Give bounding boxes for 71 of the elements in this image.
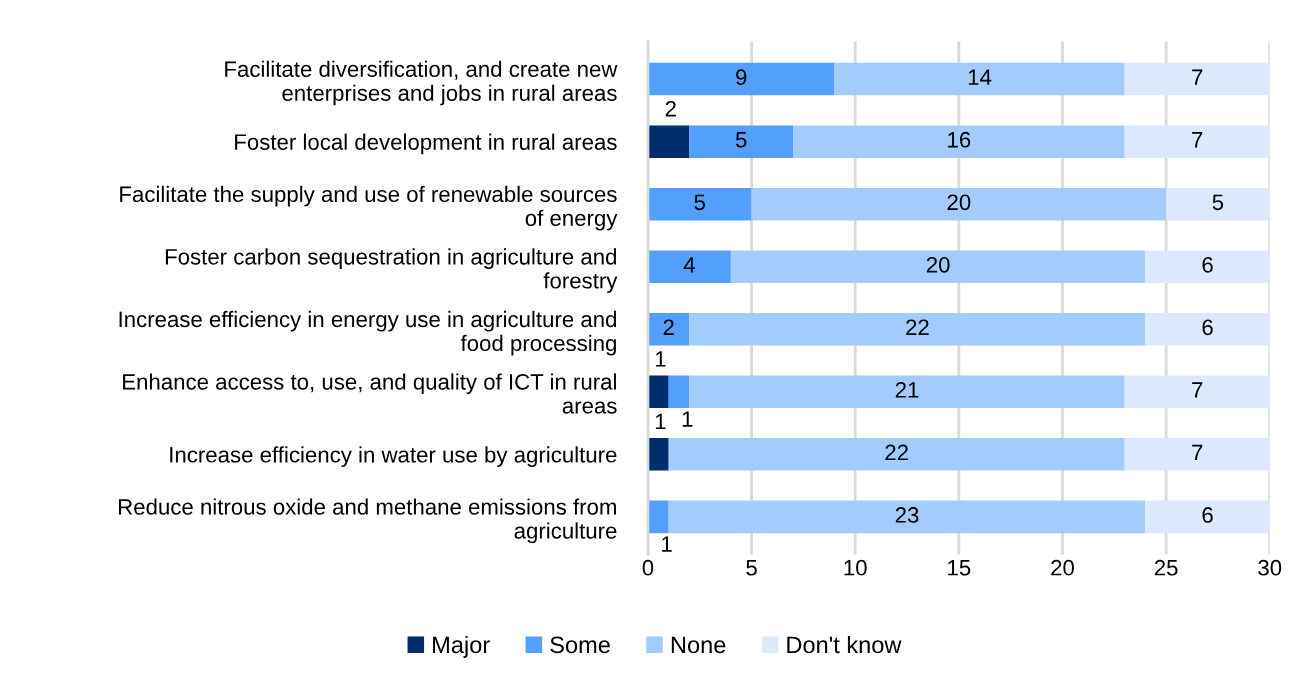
data-label: 5 <box>735 132 747 148</box>
data-label: 6 <box>1202 319 1213 336</box>
y-tick-label: Facilitate diversification, and create new enterprises and jobs in rural areas <box>225 60 618 106</box>
bar <box>793 125 1125 158</box>
y-tick-label: Facilitate the supply and use of renewable sources of energy <box>120 185 618 231</box>
x-tick-label: 0 <box>642 559 654 576</box>
bar <box>1124 438 1270 471</box>
bar <box>668 438 1125 471</box>
bar <box>647 375 669 409</box>
y-tick-label: Increase efficiency in water use by agriculture <box>170 446 617 467</box>
data-label: 22 <box>906 319 929 336</box>
bar <box>647 438 669 471</box>
data-label: 2 <box>665 100 676 117</box>
data-label: 7 <box>1192 444 1203 461</box>
bar <box>668 375 690 409</box>
bar <box>689 313 1146 346</box>
bar <box>689 375 1125 409</box>
bar <box>1166 187 1270 221</box>
bar <box>1124 62 1270 96</box>
data-label: 7 <box>1192 382 1203 398</box>
data-label: 7 <box>1192 69 1203 85</box>
data-label: 1 <box>662 536 672 552</box>
bar <box>647 187 752 221</box>
data-label: 2 <box>663 319 674 336</box>
bar <box>647 125 690 158</box>
data-label: 22 <box>885 444 908 461</box>
data-label: 5 <box>694 194 706 211</box>
bar <box>1145 500 1270 534</box>
data-label: 7 <box>1192 132 1203 148</box>
y-tick-label: Reduce nitrous oxide and methane emissions from agriculture <box>119 498 617 544</box>
x-tick-label: 10 <box>844 559 867 576</box>
data-label: 6 <box>1202 256 1213 273</box>
legend-label: Don't know <box>787 635 902 654</box>
data-label: 21 <box>895 382 919 398</box>
bar <box>668 500 1146 534</box>
bar <box>1124 375 1270 409</box>
bar <box>647 250 731 283</box>
y-tick-label: Foster carbon sequestration in agriculture and forestry <box>165 248 618 293</box>
y-tick-label: Increase efficiency in energy use in agriculture and food processing <box>119 310 616 356</box>
x-tick-label: 5 <box>746 560 757 576</box>
data-label: 5 <box>1212 194 1224 211</box>
bar <box>647 313 690 346</box>
data-label: 9 <box>736 69 747 86</box>
bar <box>751 187 1167 221</box>
x-tick-label: 20 <box>1051 559 1074 576</box>
bar <box>834 62 1125 96</box>
data-label: 23 <box>895 507 919 523</box>
data-label: 14 <box>968 69 992 85</box>
legend-label: Some <box>550 636 610 654</box>
data-label: 1 <box>655 413 666 430</box>
data-label: 20 <box>947 194 971 211</box>
bar <box>1124 125 1270 158</box>
data-label: 20 <box>926 256 950 273</box>
legend-label: None <box>671 636 726 654</box>
bar <box>1145 250 1270 283</box>
data-label: 1 <box>655 351 666 367</box>
x-tick-label: 30 <box>1258 559 1282 576</box>
data-label: 6 <box>1202 507 1213 523</box>
legend-label: Major <box>433 635 490 658</box>
y-tick-label: Foster local development in rural areas <box>235 133 617 155</box>
data-label: 1 <box>682 411 693 427</box>
x-tick-label: 25 <box>1154 559 1178 576</box>
data-label: 16 <box>948 131 971 148</box>
bar <box>1145 313 1270 346</box>
y-tick-label: Enhance access to, use, and quality of ICT in rural areas <box>123 373 617 414</box>
bar <box>647 62 835 96</box>
bar <box>730 250 1146 283</box>
data-label: 4 <box>683 257 695 273</box>
bar <box>689 125 794 158</box>
bar <box>647 500 669 534</box>
x-tick-label: 15 <box>948 560 971 576</box>
